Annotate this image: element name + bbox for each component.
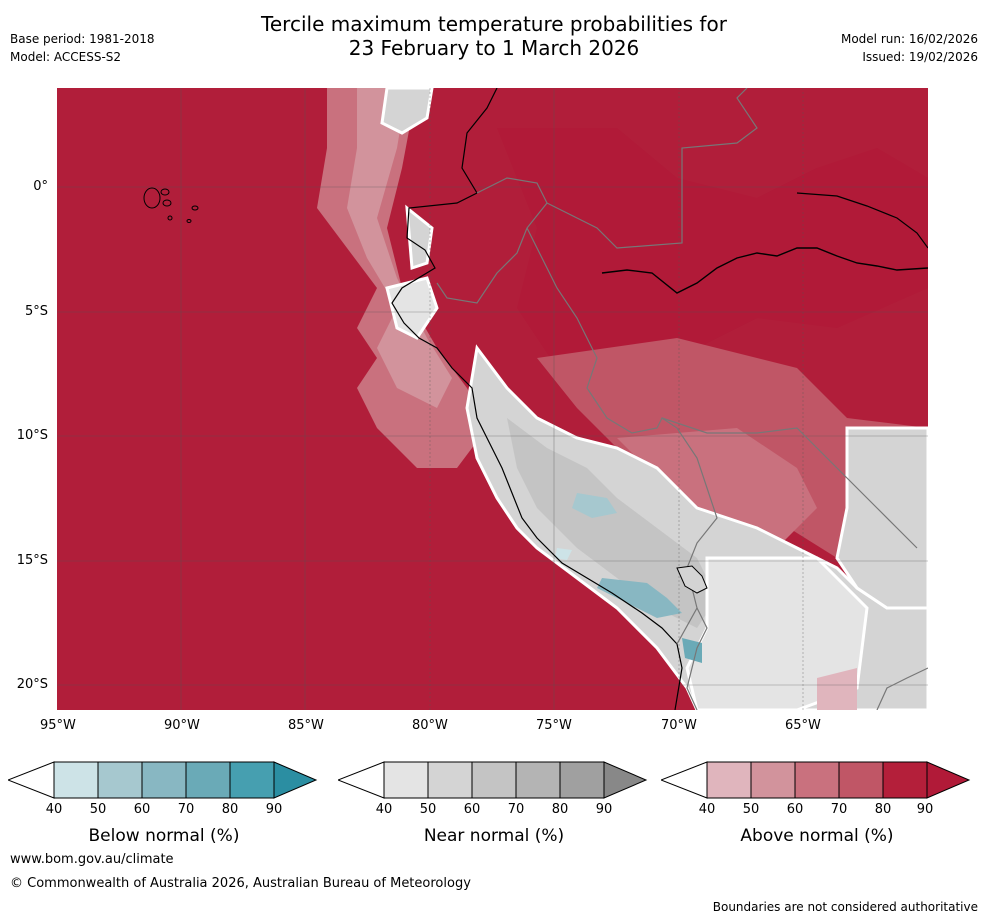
model-run-text: Model run: 16/02/2026 (840, 32, 978, 46)
lon-tick-85w: 85°W (288, 718, 324, 733)
footer-copyright: © Commonwealth of Australia 2026, Austra… (10, 876, 471, 891)
region-below-4 (555, 548, 572, 560)
cb-above-tick-40: 40 (698, 802, 716, 817)
cb-above-tick-60: 60 (786, 802, 804, 817)
lon-tick-80w: 80°W (412, 718, 448, 733)
footer-url[interactable]: www.bom.gov.au/climate (10, 852, 174, 867)
cb-near-tick-40: 40 (375, 802, 393, 817)
lon-tick-95w: 95°W (40, 718, 76, 733)
lon-tick-70w: 70°W (661, 718, 697, 733)
lake-titicaca (676, 565, 708, 594)
cb-near-tick-80: 80 (551, 802, 569, 817)
cb-below-seg-5 (229, 761, 275, 799)
cb-near-tick-50: 50 (419, 802, 437, 817)
region-above-60-bolivia (617, 428, 817, 548)
coastline (391, 88, 683, 710)
cb-near-cap-right (603, 761, 648, 799)
cb-above-seg-2 (750, 761, 796, 799)
region-above-40-south (817, 668, 857, 710)
amazon-river (601, 247, 928, 294)
cb-below-seg-1 (53, 761, 99, 799)
lat-tick-10s: 10°S (16, 428, 48, 443)
lon-tick-75w: 75°W (536, 718, 572, 733)
region-below-2 (597, 578, 682, 618)
cb-near-tick-90: 90 (595, 802, 613, 817)
map-title: Tercile maximum temperature probabilitie… (0, 12, 988, 60)
colorbar-above (661, 761, 971, 799)
cb-below-tick-70: 70 (177, 802, 195, 817)
lat-tick-0: 0° (33, 179, 48, 194)
cb-below-tick-90: 90 (265, 802, 283, 817)
cb-below-tick-80: 80 (221, 802, 239, 817)
region-near-gulf (385, 276, 439, 340)
region-below-1 (572, 493, 617, 518)
cb-below-seg-2 (97, 761, 143, 799)
cb-above-seg-5 (882, 761, 928, 799)
title-line-1: Tercile maximum temperature probabilitie… (261, 12, 727, 36)
lat-tick-5s: 5°S (24, 304, 48, 319)
boundary-paraguay (876, 667, 928, 710)
cb-above-tick-50: 50 (742, 802, 760, 817)
region-near-coast-ecuador (405, 204, 434, 271)
cb-above-cap-right (926, 761, 971, 799)
cb-near-tick-70: 70 (507, 802, 525, 817)
footer-disclaimer: Boundaries are not considered authoritat… (712, 900, 978, 914)
cb-near-tick-60: 60 (463, 802, 481, 817)
region-near-east (835, 426, 928, 610)
galapagos-islands (143, 187, 199, 223)
cb-near-seg-1 (383, 761, 429, 799)
region-amazon (497, 128, 928, 378)
title-line-2: 23 February to 1 March 2026 (348, 36, 640, 60)
cb-below-seg-4 (185, 761, 231, 799)
boundary-colombia (546, 88, 758, 249)
region-near-60 (507, 418, 717, 628)
colorbar-below (8, 761, 318, 799)
lon-tick-90w: 90°W (164, 718, 200, 733)
cb-near-seg-4 (515, 761, 561, 799)
lon-tick-65w: 65°W (785, 718, 821, 733)
cb-below-tick-40: 40 (45, 802, 63, 817)
cb-above-seg-1 (706, 761, 752, 799)
region-near-north (380, 88, 434, 135)
boundary-chile (686, 607, 708, 710)
cb-above-tick-80: 80 (874, 802, 892, 817)
gridlines (57, 88, 928, 710)
rio-negro (796, 192, 928, 249)
boundary-brazil-bolivia (661, 417, 918, 549)
cb-above-seg-4 (838, 761, 884, 799)
cb-near-title: Near normal (%) (423, 826, 565, 846)
probability-map (57, 88, 928, 710)
colorbar-near (338, 761, 648, 799)
issued-text: Issued: 19/02/2026 (862, 50, 978, 64)
cb-below-tick-60: 60 (133, 802, 151, 817)
boundary-ecuador (436, 177, 548, 304)
lat-tick-15s: 15°S (16, 553, 48, 568)
model-text: Model: ACCESS-S2 (10, 50, 122, 64)
cb-below-cap-left (8, 761, 55, 799)
cb-below-cap-right (273, 761, 318, 799)
cb-near-seg-3 (471, 761, 517, 799)
cb-above-title: Above normal (%) (740, 826, 894, 846)
cb-near-seg-2 (427, 761, 473, 799)
region-above-50 (347, 88, 452, 408)
cb-near-cap-left (338, 761, 385, 799)
cb-below-title: Below normal (%) (88, 826, 240, 846)
cb-above-tick-90: 90 (916, 802, 934, 817)
cb-below-seg-3 (141, 761, 187, 799)
cb-above-cap-left (661, 761, 708, 799)
cb-above-tick-70: 70 (830, 802, 848, 817)
cb-near-seg-5 (559, 761, 605, 799)
region-below-3 (682, 638, 702, 663)
base-period-text: Base period: 1981-2018 (10, 32, 155, 46)
cb-above-seg-3 (794, 761, 840, 799)
cb-below-tick-50: 50 (89, 802, 107, 817)
lat-tick-20s: 20°S (16, 677, 48, 692)
